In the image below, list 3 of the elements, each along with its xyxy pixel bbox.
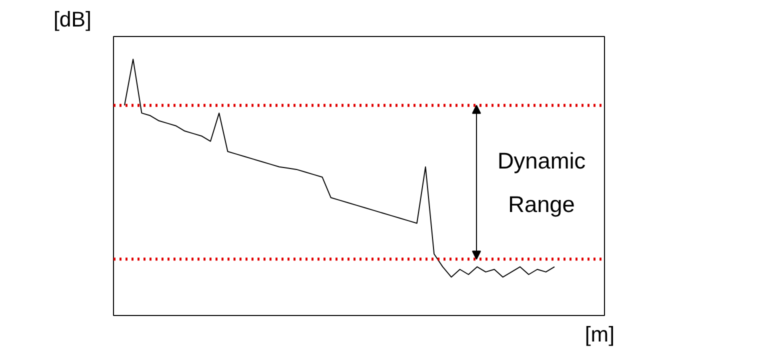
x-axis-title: [m] <box>584 322 615 346</box>
annotation: Dynamic Range <box>497 147 586 218</box>
y-axis-title: [dB] <box>54 8 92 32</box>
